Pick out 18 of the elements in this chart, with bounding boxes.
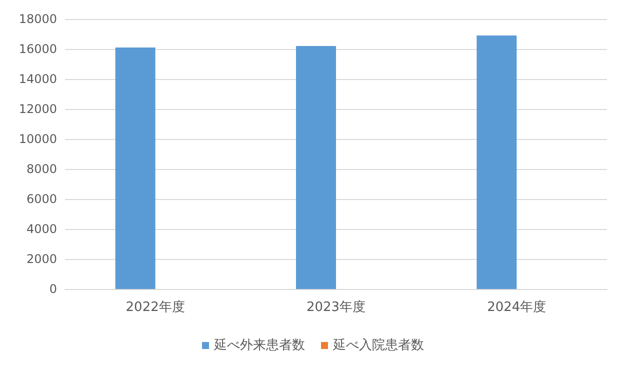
bar — [476, 36, 517, 289]
y-tick-label: 8000 — [26, 162, 57, 176]
legend-label: 延べ外来患者数 — [213, 338, 305, 353]
y-tick-label: 2000 — [26, 252, 57, 266]
y-tick-label: 14000 — [18, 72, 57, 86]
y-tick-label: 16000 — [18, 42, 57, 56]
x-tick-label: 2024年度 — [487, 299, 546, 315]
y-tick-label: 0 — [49, 282, 57, 296]
y-tick-label: 10000 — [18, 132, 57, 146]
x-tick-label: 2023年度 — [306, 299, 366, 315]
y-tick-label: 18000 — [18, 12, 57, 26]
y-tick-label: 12000 — [18, 102, 57, 116]
bar — [115, 48, 156, 289]
x-tick-label: 2022年度 — [126, 299, 185, 315]
bar — [296, 46, 336, 289]
y-tick-label: 4000 — [26, 222, 57, 236]
y-tick-label: 6000 — [26, 192, 57, 206]
legend-label: 延べ入院患者数 — [332, 338, 424, 353]
